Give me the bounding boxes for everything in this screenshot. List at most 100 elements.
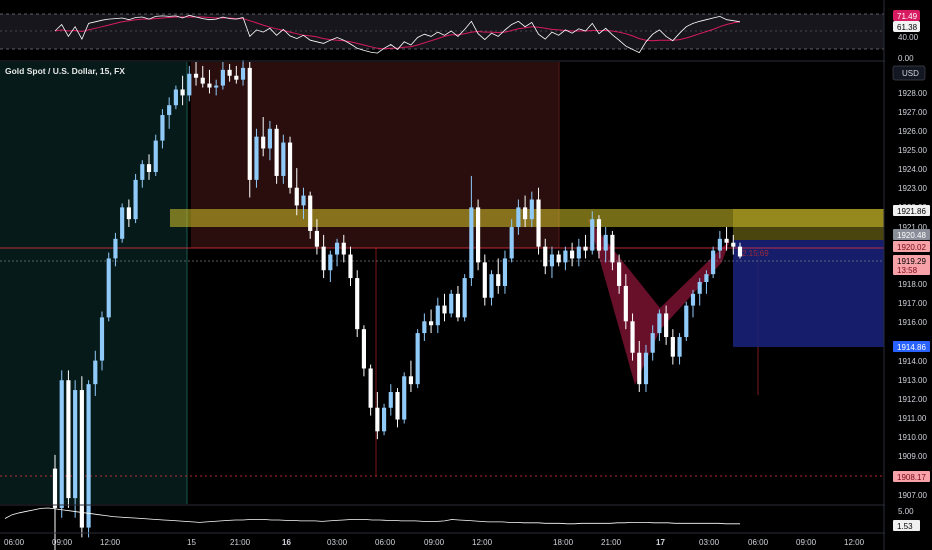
candle[interactable] xyxy=(704,274,709,283)
candle[interactable] xyxy=(106,258,111,318)
candle[interactable] xyxy=(469,207,474,279)
symbol-title[interactable]: Gold Spot / U.S. Dollar, 15, FX xyxy=(5,66,125,76)
candle[interactable] xyxy=(261,136,266,149)
rsi-pane[interactable] xyxy=(0,13,884,54)
time-axis[interactable]: 06:00 09:00 12:00 15 21:00 16 03:00 06:0… xyxy=(4,538,865,547)
candle[interactable] xyxy=(435,305,440,326)
candle[interactable] xyxy=(321,246,326,271)
candle[interactable] xyxy=(502,258,508,286)
candle[interactable] xyxy=(153,140,158,173)
candle[interactable] xyxy=(200,77,205,84)
candle[interactable] xyxy=(563,250,568,263)
candle[interactable] xyxy=(187,73,192,96)
candle[interactable] xyxy=(462,278,467,318)
candle[interactable] xyxy=(556,254,561,263)
candle[interactable] xyxy=(113,238,118,259)
harmonic-pattern[interactable] xyxy=(588,218,730,385)
candle[interactable] xyxy=(637,352,642,385)
position-stop-zone[interactable] xyxy=(733,209,884,240)
candle[interactable] xyxy=(395,392,400,420)
candle[interactable] xyxy=(274,128,279,176)
candle[interactable] xyxy=(590,219,595,251)
candle[interactable] xyxy=(643,352,649,385)
candle[interactable] xyxy=(294,187,299,206)
candle[interactable] xyxy=(267,128,272,149)
candle[interactable] xyxy=(99,317,105,361)
price-axis[interactable]: 71.49 61.38 40.00 0.00 USD 1928.00 1927.… xyxy=(883,0,932,550)
candle[interactable] xyxy=(133,179,138,220)
candle[interactable] xyxy=(368,368,373,408)
candle[interactable] xyxy=(476,207,481,263)
currency-button[interactable] xyxy=(892,65,926,81)
candle[interactable] xyxy=(361,329,367,369)
candle[interactable] xyxy=(227,69,232,76)
candle[interactable] xyxy=(549,254,555,267)
candle[interactable] xyxy=(308,195,313,231)
candle[interactable] xyxy=(247,67,252,180)
candle[interactable] xyxy=(576,246,581,259)
candle[interactable] xyxy=(254,136,259,180)
candle[interactable] xyxy=(516,207,521,228)
candle[interactable] xyxy=(529,199,534,220)
candle[interactable] xyxy=(146,164,152,173)
candle[interactable] xyxy=(737,246,743,257)
candle[interactable] xyxy=(731,242,736,247)
candle[interactable] xyxy=(603,234,608,251)
candle[interactable] xyxy=(126,207,131,220)
position-target-zone[interactable] xyxy=(733,240,884,347)
candle[interactable] xyxy=(334,242,340,255)
candle[interactable] xyxy=(281,142,286,176)
candle[interactable] xyxy=(86,384,91,528)
candle[interactable] xyxy=(697,282,702,294)
candle[interactable] xyxy=(449,293,454,314)
candle[interactable] xyxy=(442,305,447,314)
candle[interactable] xyxy=(93,360,98,385)
candle[interactable] xyxy=(52,468,58,508)
candle[interactable] xyxy=(173,89,178,106)
candle[interactable] xyxy=(207,83,212,88)
candle[interactable] xyxy=(509,227,514,259)
volatility-pane[interactable] xyxy=(4,507,740,525)
candle[interactable] xyxy=(408,376,414,385)
candle[interactable] xyxy=(583,246,588,251)
candle[interactable] xyxy=(59,380,64,508)
candle[interactable] xyxy=(543,246,548,267)
candle[interactable] xyxy=(220,69,225,86)
candle[interactable] xyxy=(536,199,541,247)
candle[interactable] xyxy=(388,392,393,408)
candle[interactable] xyxy=(610,234,615,263)
candle[interactable] xyxy=(664,313,669,338)
candle[interactable] xyxy=(348,254,353,279)
candle[interactable] xyxy=(167,105,172,116)
candle[interactable] xyxy=(724,238,729,243)
candle[interactable] xyxy=(455,293,461,318)
candle[interactable] xyxy=(234,75,239,80)
candle[interactable] xyxy=(617,262,622,286)
candle[interactable] xyxy=(140,164,145,180)
candle[interactable] xyxy=(180,89,185,96)
candle[interactable] xyxy=(482,262,487,298)
candle[interactable] xyxy=(684,305,689,338)
candle[interactable] xyxy=(402,376,407,420)
candle[interactable] xyxy=(570,250,575,259)
candle[interactable] xyxy=(160,115,165,141)
candle[interactable] xyxy=(657,313,662,334)
candles-series[interactable] xyxy=(52,60,743,550)
candle[interactable] xyxy=(73,390,78,499)
candle[interactable] xyxy=(66,380,71,499)
candle[interactable] xyxy=(650,333,655,353)
candle[interactable] xyxy=(341,242,346,255)
candle[interactable] xyxy=(623,285,628,322)
candle[interactable] xyxy=(381,407,387,432)
candle[interactable] xyxy=(428,321,434,326)
candle[interactable] xyxy=(717,238,722,251)
candle[interactable] xyxy=(677,337,682,357)
candle[interactable] xyxy=(375,407,380,432)
candle[interactable] xyxy=(120,207,125,239)
candle[interactable] xyxy=(489,274,494,298)
candle[interactable] xyxy=(596,219,602,251)
candle[interactable] xyxy=(287,142,293,188)
candle[interactable] xyxy=(214,85,219,88)
